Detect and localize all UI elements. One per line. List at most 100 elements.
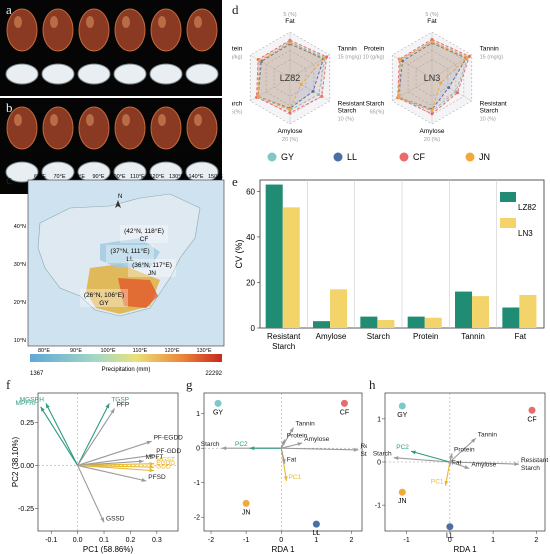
loading-label: PC2 xyxy=(396,444,409,451)
loading-arrow xyxy=(77,463,155,466)
bar-LZ82 xyxy=(455,291,473,328)
panel-label-a: a xyxy=(6,2,12,17)
colorbar-min: 1367 xyxy=(30,371,44,377)
grain-highlight xyxy=(86,16,94,28)
bar-LN3 xyxy=(377,320,395,328)
pca-biplot: -0.1 0.0 0.1 0.2 0.3 -0.25 0.00 0.25 PC1 (58.86%… xyxy=(11,392,184,554)
site-label-GY: GY xyxy=(397,412,407,419)
arrowhead xyxy=(149,461,155,466)
map-lon-bottom-label: 100°E xyxy=(100,348,115,354)
loading-label: TGSP xyxy=(111,396,129,403)
y-tick-label: 1 xyxy=(196,411,200,418)
photo-panel-b: b xyxy=(0,98,222,194)
x-tick-label: 1 xyxy=(491,537,495,544)
radar-point xyxy=(288,38,292,42)
radar-axis-label: Starch xyxy=(480,108,499,115)
bar-LN3 xyxy=(330,289,348,328)
map-lon-top-label: 110°E xyxy=(130,174,145,180)
panel-label-f: f xyxy=(6,377,11,392)
legend-marker-JN xyxy=(465,152,475,162)
y-tick-label: 40 xyxy=(246,233,255,242)
loading-label: Amylose xyxy=(471,461,496,468)
y-tick-label: -2 xyxy=(194,515,200,522)
map-site-coord: (26°N, 106°E) xyxy=(84,291,124,299)
site-point-GY xyxy=(214,399,222,407)
arrowhead xyxy=(281,458,286,464)
grain-highlight xyxy=(14,114,22,126)
site-label-CF: CF xyxy=(340,409,349,416)
grain-highlight xyxy=(50,114,58,126)
bar-panel: e 0 20 40 60 CV (%) Resistant Starch Amylose Sta… xyxy=(232,172,550,362)
arrowhead xyxy=(444,480,449,486)
grain-highlight xyxy=(14,16,22,28)
y-tick-label: 0 xyxy=(196,446,200,453)
legend-label-LN3: LN3 xyxy=(518,229,533,238)
x-tick-label: 0.3 xyxy=(152,537,162,544)
radar-point xyxy=(288,111,292,115)
precip-mid-region xyxy=(100,238,160,268)
legend-swatch-LN3 xyxy=(500,218,516,228)
bar-LZ82 xyxy=(502,307,520,328)
loading-arrow xyxy=(77,464,155,472)
north-arrow-label: N xyxy=(118,194,122,200)
radar-point xyxy=(322,56,326,60)
map-panel: c 60°E 70°E 80°E 90°E 100°E 110°E 120°E 130°E 14… xyxy=(0,168,240,388)
grain-section xyxy=(149,63,183,85)
grain-highlight xyxy=(122,114,130,126)
site-point-CF xyxy=(340,399,348,407)
y-tick-label: -0.25 xyxy=(18,506,34,513)
bar-LN3 xyxy=(472,296,490,328)
map-site-label-bg xyxy=(128,259,176,277)
radar-point xyxy=(455,91,459,95)
loading-arrow xyxy=(40,406,79,466)
loading-label: GDD xyxy=(156,464,171,471)
radar-panel: d Fat 5 (%) Tannin 15 (mg/g) Resistant Starch… xyxy=(232,0,550,168)
radar-title: LZ82 xyxy=(280,73,301,83)
radar-spoke xyxy=(289,77,330,102)
radar-scale-label: 5 (%) xyxy=(425,12,438,18)
radar-scale-label: 65(%) xyxy=(370,110,385,116)
grain-whole xyxy=(42,8,74,52)
radar-point xyxy=(430,37,434,41)
radar-point xyxy=(288,107,292,111)
radar-point xyxy=(258,59,262,63)
x-tick-label: -0.1 xyxy=(45,537,57,544)
radar-title: LN3 xyxy=(424,73,441,83)
site-label-LL: LL xyxy=(446,533,454,540)
map-lon-top-label: 90°E xyxy=(93,174,105,180)
radar-axis-label: Tannin xyxy=(338,46,358,53)
loading-label: Fat xyxy=(452,459,462,466)
grain-highlight xyxy=(50,16,58,28)
site-label-JN: JN xyxy=(398,498,407,505)
radar-point xyxy=(256,94,260,98)
grain-whole xyxy=(186,106,218,150)
panel-label-d: d xyxy=(232,2,239,17)
loading-label: Protein xyxy=(454,446,475,453)
loading-label: PF-EGDD xyxy=(154,434,184,441)
site-point-LL xyxy=(446,523,454,531)
arrowhead xyxy=(149,453,155,458)
radar-axis-label: Tannin xyxy=(480,46,500,53)
loading-label: MPFRH xyxy=(16,400,39,407)
legend-swatch-LZ82 xyxy=(500,192,516,202)
radar-scale-label: 10 (%) xyxy=(480,117,496,123)
grain-highlight xyxy=(194,114,202,126)
arrowhead xyxy=(100,517,105,523)
panel-label-c: c xyxy=(6,172,12,187)
loading-label: Amylose xyxy=(304,436,329,443)
loading-label: Tannin xyxy=(478,431,498,438)
arrowhead xyxy=(249,446,255,451)
map-site-name: CF xyxy=(140,236,149,243)
loading-label: Starch xyxy=(201,441,220,448)
radar-axis-label: Protein xyxy=(364,46,385,53)
bar-LZ82 xyxy=(313,321,331,328)
legend-marker-LL xyxy=(333,152,343,162)
photo-panel-a: a xyxy=(0,0,222,96)
arrowhead xyxy=(221,446,227,451)
radar-axis-label: Resistant xyxy=(480,101,507,108)
arrowhead xyxy=(138,459,144,464)
radar-axis-label: Starch xyxy=(232,101,243,108)
radar-point xyxy=(311,89,315,93)
precipitation-map: 60°E 70°E 80°E 90°E 100°E 110°E 120°E 130°E 140°… xyxy=(14,174,225,377)
site-label-GY: GY xyxy=(213,409,223,416)
